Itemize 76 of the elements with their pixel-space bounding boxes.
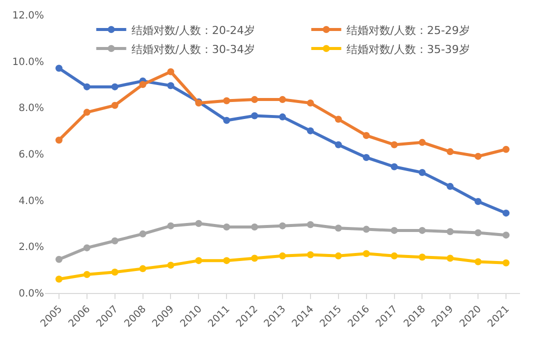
point [167,222,174,230]
point [195,220,202,227]
point [334,141,342,148]
point [139,81,146,88]
point [306,221,314,228]
point [55,64,62,72]
point [362,154,370,161]
point [418,138,426,146]
point [279,222,286,230]
y-tick-label: 12.0% [12,10,44,22]
legend-label: 结婚对数/人数：35-39岁 [346,42,470,56]
point [362,250,370,258]
point [223,223,230,230]
y-tick-label: 2.0% [18,242,44,254]
point [279,113,286,120]
point [111,268,118,276]
point [279,252,286,260]
point [111,237,118,244]
point [55,256,62,263]
point [251,96,258,104]
point [362,132,370,139]
point [139,265,146,272]
point [195,257,202,264]
point [502,146,510,153]
point [418,169,426,176]
point [474,258,482,266]
point [502,210,510,217]
point [390,163,398,170]
point [83,108,90,116]
point [446,182,454,190]
y-tick-label: 4.0% [18,196,44,207]
y-tick-label: 10.0% [12,56,44,68]
point [502,259,510,266]
point [390,226,398,234]
point [390,141,398,148]
point [306,251,314,258]
point [83,83,90,90]
point [334,116,342,123]
point [474,229,482,236]
point [446,148,454,156]
point [55,136,62,144]
point [251,112,258,120]
point [223,257,230,264]
point [362,226,370,233]
point [251,223,258,230]
point [139,230,146,238]
point [474,198,482,205]
point [251,254,258,262]
point [306,100,314,107]
legend-label: 结婚对数/人数：20-24岁 [131,24,255,37]
point [111,102,118,109]
point [502,232,510,239]
point [306,127,314,134]
point [390,252,398,260]
point [223,97,230,104]
point [167,82,174,90]
y-tick-label: 6.0% [18,150,44,160]
legend-label: 结婚对数/人数：30-34岁 [131,42,255,56]
point [223,116,230,124]
point [167,262,174,269]
point [167,68,174,76]
point [334,224,342,232]
point [334,252,342,260]
y-tick-label: 0.0% [18,288,44,300]
y-tick-label: 8.0% [18,103,44,114]
point [83,270,90,278]
point [111,83,118,90]
point [279,96,286,104]
point [474,152,482,160]
legend-label: 结婚对数/人数：25-29岁 [346,24,470,37]
point [418,226,426,234]
point [446,254,454,262]
point [418,254,426,261]
point [55,276,62,283]
point [446,228,454,236]
point [83,244,90,252]
